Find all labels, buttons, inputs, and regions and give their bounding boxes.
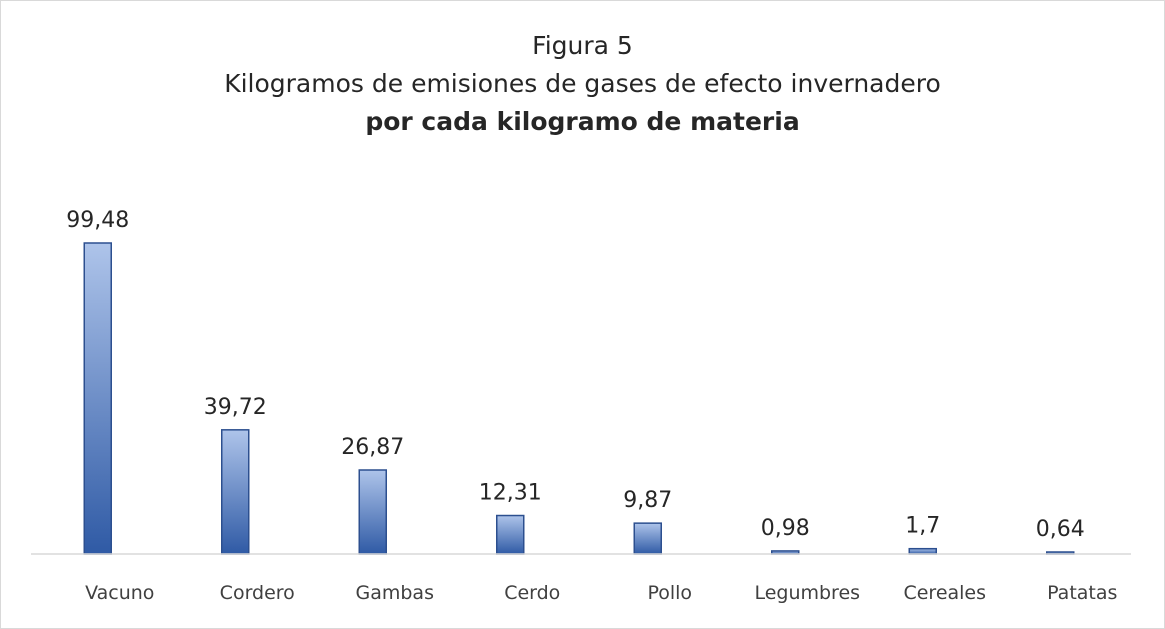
bar-vacuno	[83, 242, 112, 555]
category-label-cordero: Cordero	[220, 582, 295, 604]
category-label-gambas: Gambas	[356, 582, 434, 604]
chart-subtitle-line2: por cada kilogramo de materia	[365, 107, 800, 136]
category-label-cerdo: Cerdo	[504, 582, 560, 604]
bar-cereales	[908, 547, 937, 555]
bar-cerdo	[496, 514, 525, 555]
data-label-legumbres: 0,98	[761, 516, 810, 541]
labels-group: 99,48 Vacuno 39,72 Cordero 26,87 Gambas 12,31 C…	[66, 208, 1117, 604]
data-label-cerdo: 12,31	[479, 481, 542, 506]
chart-titles: Figura 5 Kilogramos de emisiones de gase…	[1, 27, 1164, 141]
category-label-legumbres: Legumbres	[754, 582, 860, 604]
category-label-patatas: Patatas	[1047, 582, 1117, 604]
data-label-cordero: 39,72	[204, 395, 267, 420]
data-label-pollo: 9,87	[623, 488, 672, 513]
bar-gambas	[358, 469, 387, 555]
data-label-patatas: 0,64	[1036, 517, 1085, 542]
category-label-cereales: Cereales	[903, 582, 986, 604]
bars-group	[83, 242, 1075, 555]
chart-title: Figura 5	[532, 31, 633, 60]
bar-cordero	[221, 429, 250, 555]
bar-pollo	[633, 522, 662, 555]
data-label-cereales: 1,7	[905, 514, 940, 539]
chart-subtitle-line1: Kilogramos de emisiones de gases de efec…	[224, 69, 941, 98]
data-label-gambas: 26,87	[341, 435, 404, 460]
data-label-vacuno: 99,48	[66, 208, 129, 233]
category-label-pollo: Pollo	[647, 582, 692, 604]
category-label-vacuno: Vacuno	[85, 582, 154, 604]
